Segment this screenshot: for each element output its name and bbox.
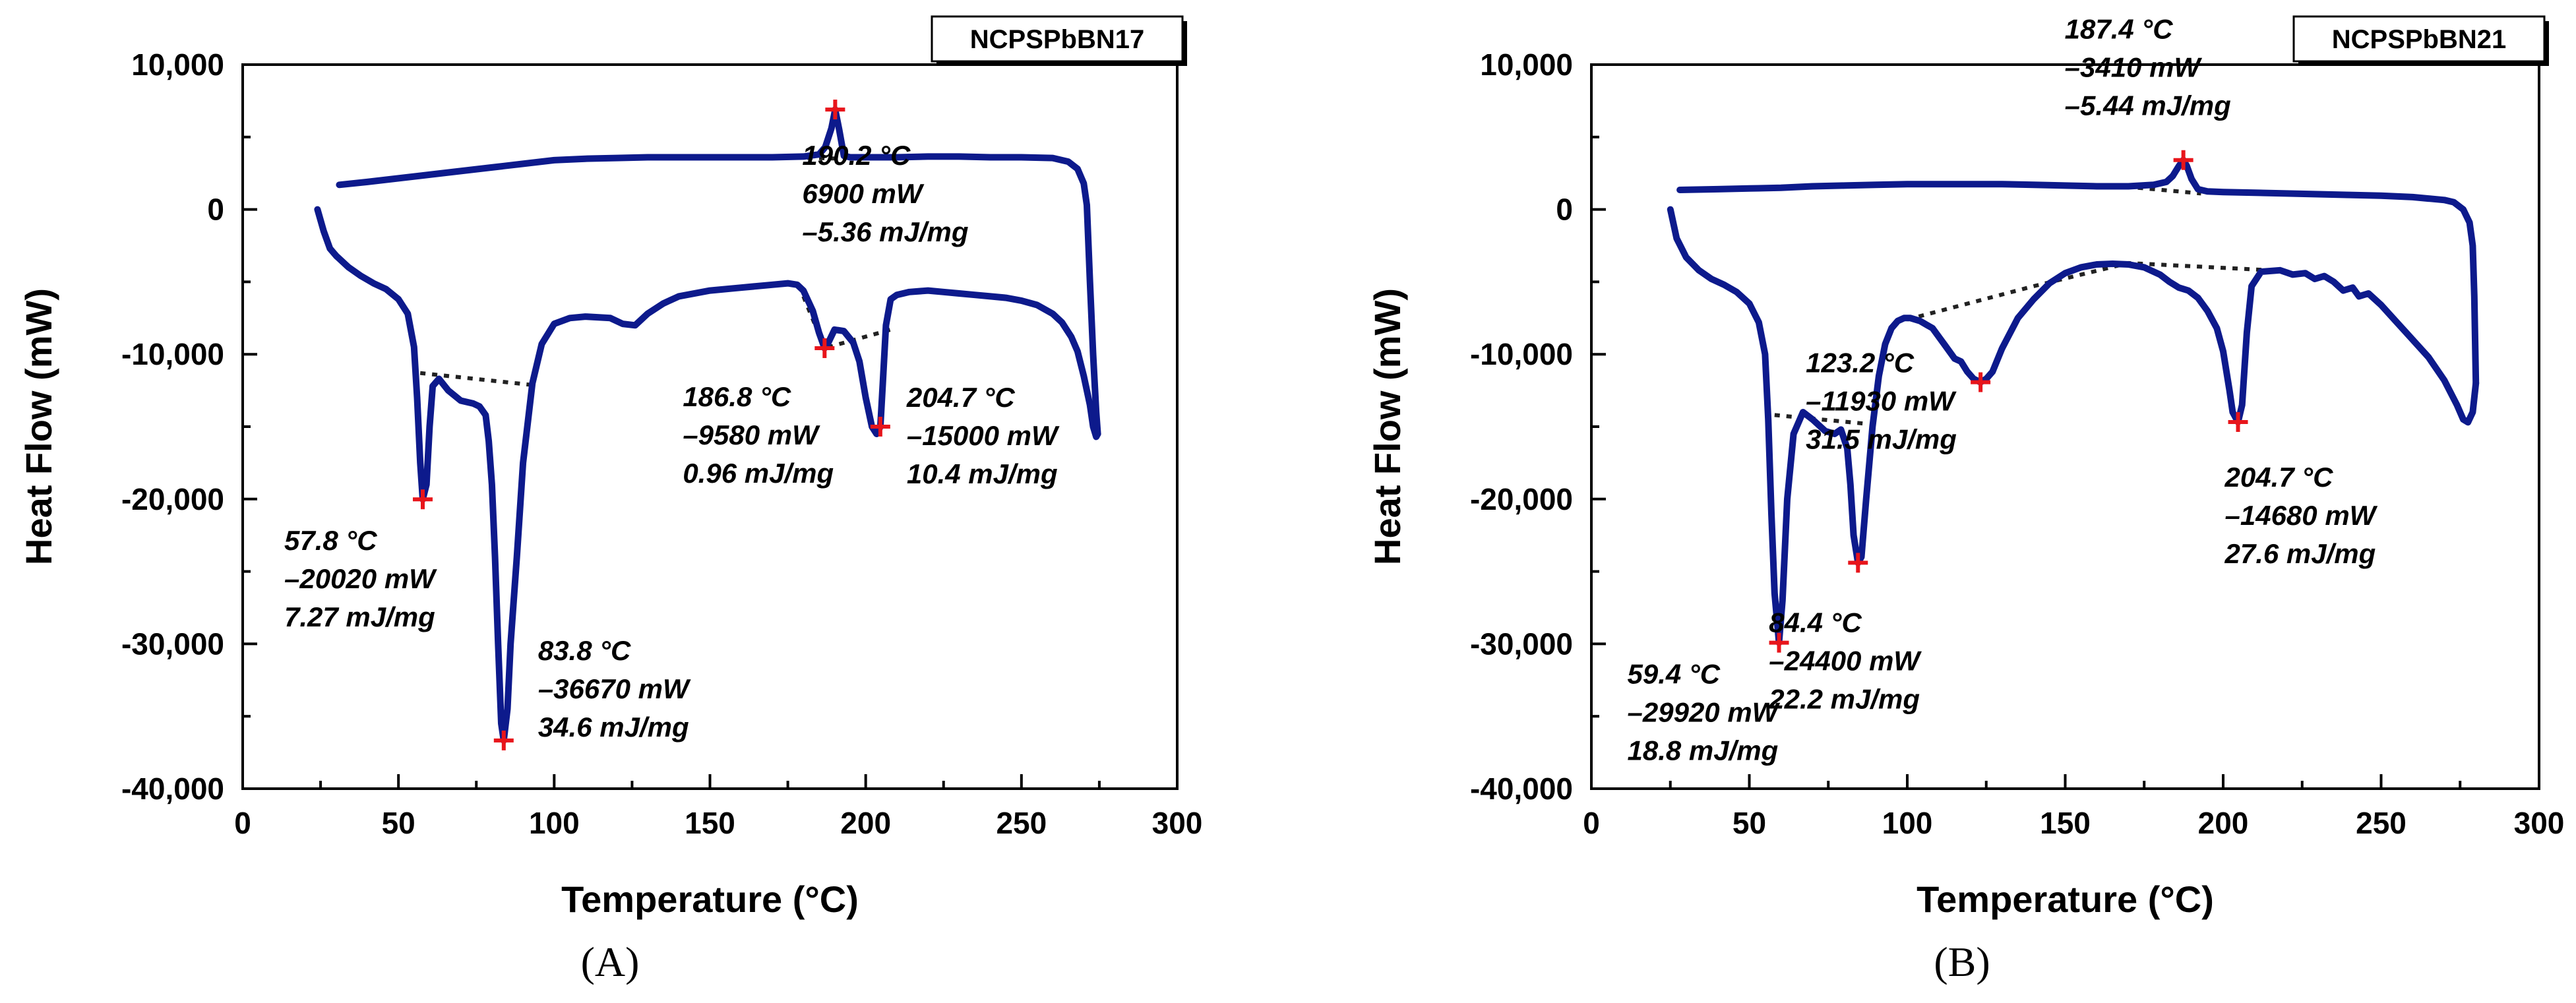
panel-b-x-tick-label: 100	[1882, 806, 1933, 840]
panel-a-y-tick-label: -40,000	[121, 772, 224, 806]
panel-a-y-tick-label: -30,000	[121, 626, 224, 661]
panel-b-peak-marker	[1769, 632, 1789, 653]
panel-b-baseline-0	[1774, 413, 1866, 426]
panel-a-peak-annotation-line: 204.7 °C	[906, 382, 1016, 413]
panel-a-y-tick-label: -20,000	[121, 482, 224, 516]
panel-a-peak-marker	[825, 100, 845, 120]
panel-b-peak-annotation-line: 204.7 °C	[2224, 462, 2334, 493]
panel-b-peak-marker	[1848, 553, 1868, 573]
panel-b-peak-annotation-line: –3410 mW	[2065, 52, 2203, 83]
panel-b: 0 50 100 150 200 250 300 10,000 0 -10,000 -20,000 -…	[1366, 14, 2564, 985]
panel-b-peak-annotation-line: –29920 mW	[1628, 697, 1781, 728]
panel-a-panel-label: (A)	[581, 938, 640, 985]
panel-a-peak-annotation-line: –36670 mW	[538, 673, 691, 704]
panel-b-peak-annotation-line: 31.5 mJ/mg	[1806, 424, 1957, 455]
panel-b-y-tick-label: -40,000	[1470, 772, 1573, 806]
panel-a-y-tick-label: 10,000	[131, 47, 224, 82]
panel-a-sample-tag: NCPSPbBN17	[970, 25, 1145, 54]
panel-b-sample-tag: NCPSPbBN21	[2332, 25, 2507, 54]
panel-a-peak-annotation-line: 7.27 mJ/mg	[284, 601, 435, 632]
panel-b-x-tick-label: 200	[2198, 806, 2249, 840]
panel-b-baseline-2	[1907, 260, 2271, 322]
panel-b-peak-annotation-line: 27.6 mJ/mg	[2224, 538, 2376, 569]
panel-b-peak-marker	[2228, 411, 2248, 432]
panel-a-x-tick-label: 300	[1152, 806, 1203, 840]
panel-a-x-axis-title: Temperature (°C)	[561, 878, 859, 920]
panel-a-peak-marker	[493, 730, 514, 750]
panel-b-y-axis-title: Heat Flow (mW)	[1366, 288, 1408, 565]
panel-a-peak-annotation-line: –15000 mW	[907, 420, 1060, 451]
panel-b-peak-annotation-line: –24400 mW	[1769, 645, 1922, 676]
panel-b-x-tick-label: 0	[1583, 806, 1600, 840]
panel-a-peak-marker	[814, 338, 835, 358]
panel-b-tag-box	[2292, 15, 2546, 63]
panel-a-peak-annotation-line: –20020 mW	[284, 563, 437, 594]
panel-a-tag-box	[931, 15, 1184, 63]
panel-a-x-tick-label: 150	[685, 806, 735, 840]
panel-b-peak-marker	[2173, 150, 2193, 170]
panel-a-series-lower	[314, 206, 1101, 744]
panel-b-x-tick-label: 50	[1733, 806, 1766, 840]
panel-a-x-tick-label: 0	[234, 806, 251, 840]
panel-b-peak-annotation-line: –5.44 mJ/mg	[2065, 90, 2231, 121]
panel-a-peak-annotation-line: 6900 mW	[802, 178, 924, 209]
panel-b-y-tick-label: -30,000	[1470, 626, 1573, 661]
panel-a-peak-annotation-line: 57.8 °C	[284, 525, 377, 556]
panel-b-peak-annotation-line: 22.2 mJ/mg	[1768, 683, 1920, 714]
panel-a-y-tick-label: 0	[207, 193, 224, 227]
panel-b-peak-annotation-line: –14680 mW	[2225, 500, 2378, 531]
panel-a-peak-annotation-line: 10.4 mJ/mg	[907, 458, 1058, 489]
panel-a-y-tick-label: -10,000	[121, 337, 224, 371]
panel-a-y-axis-title: Heat Flow (mW)	[18, 288, 59, 565]
panel-a: 0 50 100 150 200 250 300 10,000 0 -10,000 -20,000 -…	[18, 15, 1203, 985]
panel-b-panel-label: (B)	[1934, 938, 1990, 985]
panel-b-x-tick-label: 250	[2356, 806, 2407, 840]
panel-a-peak-annotation-line: 186.8 °C	[683, 381, 791, 412]
panel-b-peak-annotation-line: 123.2 °C	[1806, 348, 1915, 379]
panel-a-peak-marker	[870, 417, 890, 437]
panel-a-peak-annotation-line: –5.36 mJ/mg	[802, 216, 968, 247]
panel-b-peak-annotation-line: 59.4 °C	[1628, 659, 1721, 690]
panel-b-y-tick-label: -10,000	[1470, 337, 1573, 371]
panel-b-baseline-1	[2137, 185, 2201, 196]
panel-b-peak-annotation-line: 84.4 °C	[1769, 607, 1862, 638]
panel-b-y-tick-label: 10,000	[1480, 47, 1573, 82]
panel-b-x-tick-label: 300	[2514, 806, 2565, 840]
panel-b-x-axis-title: Temperature (°C)	[1917, 878, 2214, 920]
panel-a-peak-annotation-line: 34.6 mJ/mg	[538, 712, 689, 743]
panel-b-y-tick-label: 0	[1556, 193, 1573, 227]
panel-b-peak-annotation-line: –11930 mW	[1806, 386, 1957, 417]
panel-a-x-tick-label: 200	[840, 806, 891, 840]
panel-b-x-tick-label: 150	[2040, 806, 2091, 840]
panel-b-y-tick-label: -20,000	[1470, 482, 1573, 516]
panel-a-peak-annotation-line: –9580 mW	[683, 419, 820, 450]
panel-a-x-tick-label: 100	[529, 806, 580, 840]
panel-a-peak-annotation-line: 0.96 mJ/mg	[683, 458, 834, 489]
panel-a-x-tick-label: 250	[996, 806, 1047, 840]
panel-b-peak-annotation-line: 187.4 °C	[2065, 14, 2174, 45]
panel-a-peak-annotation-line: 190.2 °C	[802, 140, 911, 171]
panel-a-peak-marker	[413, 489, 433, 510]
panel-b-series-lower	[1667, 206, 2480, 646]
panel-b-plot-frame	[1590, 63, 2540, 790]
panel-b-peak-annotation-line: 18.8 mJ/mg	[1628, 735, 1779, 766]
panel-a-peak-annotation-line: 83.8 °C	[538, 635, 631, 666]
panel-a-x-tick-label: 50	[382, 806, 415, 840]
panel-b-peak-marker	[1971, 372, 1991, 392]
